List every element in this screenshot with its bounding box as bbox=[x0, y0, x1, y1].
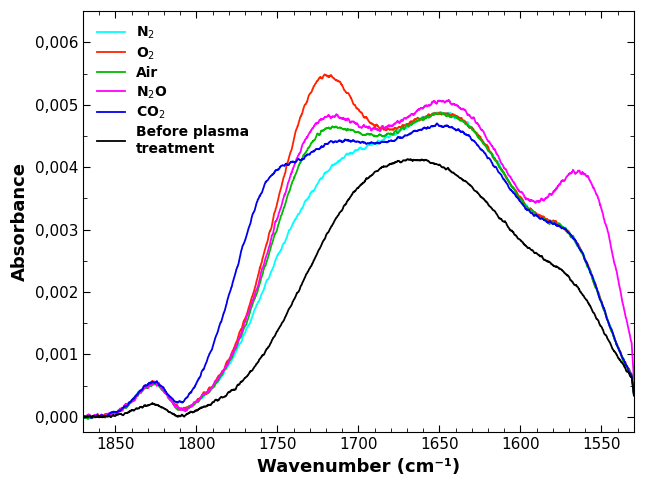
Before plasma
treatment bbox=[615, 355, 622, 361]
Air bbox=[630, 392, 638, 398]
O$_2$ bbox=[615, 345, 622, 351]
N$_2$O bbox=[333, 111, 341, 117]
N$_2$O bbox=[445, 97, 453, 103]
O$_2$ bbox=[348, 96, 355, 102]
Air bbox=[437, 110, 445, 115]
N$_2$O bbox=[79, 414, 87, 420]
N$_2$O bbox=[347, 119, 355, 125]
N$_2$ bbox=[333, 160, 341, 166]
Before plasma
treatment bbox=[614, 355, 622, 361]
Air bbox=[615, 346, 622, 352]
Before plasma
treatment bbox=[108, 414, 115, 420]
CO$_2$ bbox=[513, 195, 521, 201]
N$_2$ bbox=[436, 109, 444, 115]
Before plasma
treatment bbox=[333, 214, 341, 220]
Air bbox=[347, 127, 355, 132]
Line: Before plasma
treatment: Before plasma treatment bbox=[83, 159, 634, 417]
N$_2$ bbox=[630, 393, 638, 398]
Line: CO$_2$: CO$_2$ bbox=[83, 124, 634, 418]
Before plasma
treatment bbox=[92, 414, 99, 420]
CO$_2$ bbox=[614, 345, 622, 351]
Before plasma
treatment bbox=[513, 234, 521, 240]
Line: N$_2$: N$_2$ bbox=[83, 112, 634, 419]
N$_2$O bbox=[95, 414, 103, 420]
O$_2$ bbox=[79, 414, 87, 420]
Air bbox=[108, 411, 115, 417]
O$_2$ bbox=[614, 344, 622, 350]
CO$_2$ bbox=[630, 392, 638, 397]
X-axis label: Wavenumber (cm⁻¹): Wavenumber (cm⁻¹) bbox=[257, 458, 460, 476]
N$_2$ bbox=[108, 412, 115, 417]
N$_2$ bbox=[615, 346, 622, 352]
O$_2$ bbox=[81, 415, 89, 421]
CO$_2$ bbox=[108, 410, 115, 415]
O$_2$ bbox=[321, 72, 328, 77]
O$_2$ bbox=[513, 190, 521, 196]
O$_2$ bbox=[630, 392, 638, 397]
CO$_2$ bbox=[433, 121, 441, 127]
N$_2$ bbox=[513, 191, 521, 197]
Before plasma
treatment bbox=[404, 156, 412, 162]
CO$_2$ bbox=[88, 415, 95, 421]
Before plasma
treatment bbox=[79, 414, 87, 420]
Air bbox=[333, 124, 341, 130]
N$_2$O bbox=[108, 412, 115, 418]
Line: Air: Air bbox=[83, 112, 634, 419]
Air bbox=[84, 416, 92, 422]
Air bbox=[513, 193, 521, 199]
CO$_2$ bbox=[347, 138, 355, 144]
N$_2$O bbox=[614, 276, 622, 282]
Line: O$_2$: O$_2$ bbox=[83, 75, 634, 418]
Legend: N$_2$, O$_2$, Air, N$_2$O, CO$_2$, Before plasma
treatment: N$_2$, O$_2$, Air, N$_2$O, CO$_2$, Befor… bbox=[90, 18, 256, 163]
Before plasma
treatment bbox=[347, 193, 355, 199]
Air bbox=[614, 345, 622, 351]
O$_2$ bbox=[333, 77, 341, 83]
N$_2$ bbox=[79, 414, 87, 420]
CO$_2$ bbox=[79, 414, 87, 420]
Before plasma
treatment bbox=[630, 393, 638, 398]
N$_2$O bbox=[615, 279, 622, 284]
N$_2$ bbox=[614, 345, 622, 351]
N$_2$ bbox=[347, 150, 355, 156]
N$_2$O bbox=[630, 376, 638, 382]
CO$_2$ bbox=[333, 139, 341, 145]
O$_2$ bbox=[108, 410, 115, 416]
N$_2$ bbox=[84, 416, 92, 422]
Air bbox=[79, 414, 87, 420]
CO$_2$ bbox=[615, 346, 622, 352]
Line: N$_2$O: N$_2$O bbox=[83, 100, 634, 417]
N$_2$O bbox=[513, 186, 521, 191]
Y-axis label: Absorbance: Absorbance bbox=[11, 162, 29, 281]
